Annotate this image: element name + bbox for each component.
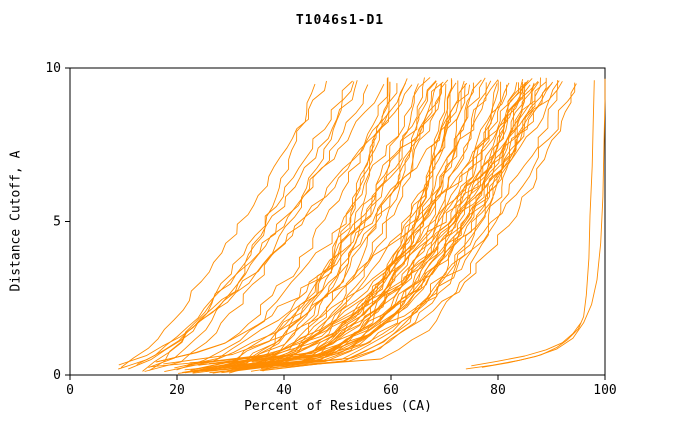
model-curve (192, 82, 519, 372)
model-curve (239, 83, 535, 370)
x-tick-label: 80 (490, 383, 506, 398)
x-tick-label: 0 (66, 383, 74, 398)
model-curve (190, 80, 437, 371)
x-tick-label: 100 (593, 383, 616, 398)
model-curve (262, 80, 437, 372)
model-curve (198, 80, 465, 366)
model-curve (206, 82, 510, 372)
model-curve (228, 83, 442, 374)
model-curve (164, 80, 539, 373)
model-curve (471, 322, 582, 367)
model-curve (261, 82, 526, 369)
model-curve (186, 81, 502, 367)
model-curve (184, 84, 508, 374)
model-curve (250, 80, 492, 372)
model-curve (192, 82, 468, 372)
model-curve (263, 83, 553, 368)
model-curve (189, 82, 576, 364)
model-curve (163, 80, 560, 365)
model-curve (208, 82, 457, 370)
x-tick-label: 20 (169, 383, 185, 398)
model-curve (157, 77, 389, 363)
model-curve (191, 77, 425, 371)
x-tick-label: 60 (383, 383, 399, 398)
model-curve (481, 78, 606, 368)
model-curve (120, 80, 327, 368)
model-curve (258, 84, 531, 364)
model-curve (199, 78, 408, 370)
x-axis-label: Percent of Residues (CA) (244, 399, 432, 414)
model-curve (176, 77, 431, 371)
model-curve (184, 77, 547, 371)
gdt-curves (118, 77, 606, 374)
model-curve (228, 82, 474, 365)
y-tick-label: 5 (53, 215, 61, 230)
model-curve (256, 83, 466, 364)
model-curve (216, 77, 486, 373)
model-curve (148, 83, 316, 369)
model-curve (227, 84, 442, 365)
model-curve (192, 83, 398, 373)
model-curve (144, 81, 355, 372)
y-tick-label: 0 (53, 368, 61, 383)
chart-title: T1046s1-D1 (295, 13, 385, 28)
model-curve (174, 81, 444, 369)
model-curve (238, 82, 523, 366)
model-curve (244, 83, 577, 369)
model-curve (188, 81, 554, 365)
model-curve (193, 78, 524, 373)
x-tick-label: 40 (276, 383, 292, 398)
model-curve (269, 81, 391, 362)
model-curve (118, 84, 413, 366)
model-curve (235, 79, 482, 371)
y-tick-label: 10 (45, 61, 61, 76)
model-curve (136, 83, 385, 365)
model-curve (205, 79, 529, 372)
model-curve (260, 82, 518, 372)
model-curve (203, 80, 499, 371)
model-curve (128, 84, 369, 370)
model-curve (261, 81, 539, 372)
model-curve (222, 83, 498, 364)
model-curve (209, 78, 452, 374)
